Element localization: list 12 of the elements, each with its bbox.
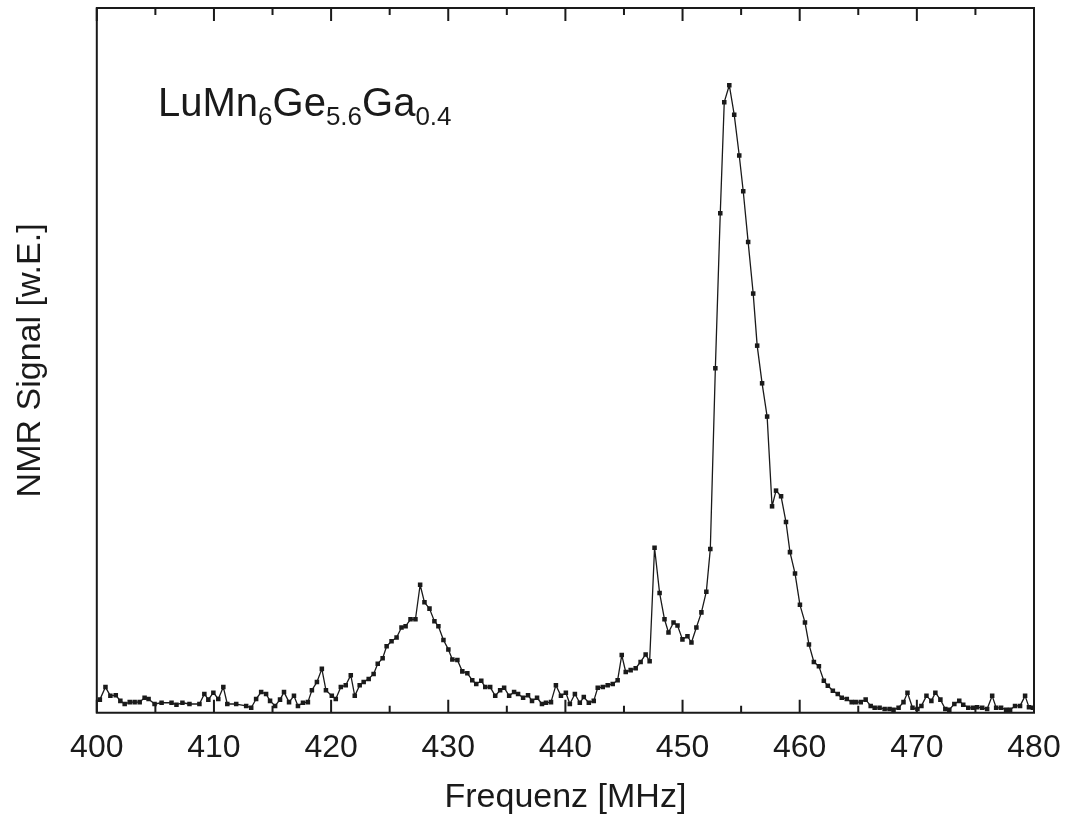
x-tick-label: 430 bbox=[421, 727, 475, 764]
x-tick-label: 450 bbox=[655, 727, 710, 764]
x-tick-label: 470 bbox=[890, 727, 944, 764]
x-axis-title: Frequenz [MHz] bbox=[444, 775, 687, 814]
x-tick-label: 460 bbox=[773, 727, 827, 764]
annotation: LuMn$_{6}$Ge$_{5.6}$Ga$_{0.4}$ bbox=[158, 80, 452, 132]
x-tick-label: 440 bbox=[538, 727, 593, 764]
x-tick-label: 400 bbox=[70, 727, 124, 764]
y-axis-title: NMR Signal [w.E.] bbox=[8, 223, 47, 498]
x-tick-label: 420 bbox=[304, 727, 358, 764]
x-tick-label: 410 bbox=[187, 727, 241, 764]
x-tick-label: 480 bbox=[1007, 727, 1061, 764]
